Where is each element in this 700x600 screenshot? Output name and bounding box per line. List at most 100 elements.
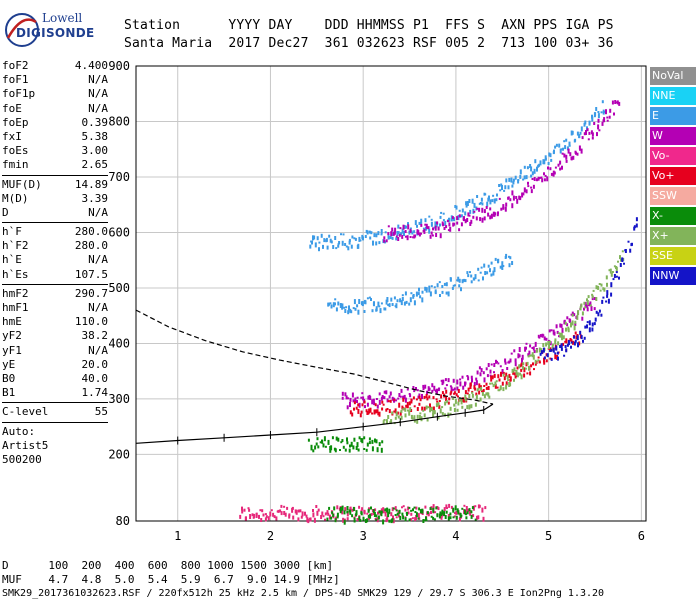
echo-point xyxy=(572,131,574,135)
echo-point xyxy=(472,216,474,219)
echo-point xyxy=(446,511,448,514)
echo-point xyxy=(375,403,377,406)
echo-point xyxy=(432,517,434,520)
echo-point xyxy=(482,276,484,280)
echo-point xyxy=(367,443,369,447)
echo-point xyxy=(398,416,400,419)
echo-point xyxy=(457,402,459,406)
echo-point xyxy=(323,238,325,242)
echo-point xyxy=(416,512,418,517)
echo-point xyxy=(408,411,410,416)
echo-point xyxy=(457,409,459,412)
echo-point xyxy=(410,292,412,294)
echo-point xyxy=(570,346,572,349)
echo-point xyxy=(582,311,584,315)
echo-point xyxy=(299,509,301,512)
echo-point xyxy=(393,508,395,510)
echo-point xyxy=(259,509,261,511)
echo-point xyxy=(484,193,486,195)
echo-point xyxy=(455,399,457,404)
echo-point xyxy=(382,519,384,524)
echo-point xyxy=(610,293,612,297)
echo-point xyxy=(452,508,454,513)
echo-point xyxy=(590,305,592,307)
echo-point xyxy=(533,185,535,189)
echo-point xyxy=(349,510,351,515)
echo-point xyxy=(468,388,470,392)
echo-point xyxy=(405,398,407,403)
echo-point xyxy=(505,254,507,258)
echo-point xyxy=(544,178,546,181)
echo-point xyxy=(375,233,377,237)
echo-point xyxy=(515,176,517,180)
echo-point xyxy=(581,149,583,154)
echo-point xyxy=(484,377,486,382)
echo-point xyxy=(476,380,478,385)
echo-point xyxy=(495,258,497,261)
echo-point xyxy=(372,309,374,312)
echo-point xyxy=(502,382,504,386)
echo-point xyxy=(542,343,544,347)
echo-point xyxy=(274,515,276,518)
echo-point xyxy=(496,380,498,382)
echo-point xyxy=(575,332,577,335)
echo-point xyxy=(486,383,488,386)
echo-point xyxy=(356,510,358,515)
echo-point xyxy=(554,146,556,149)
echo-point xyxy=(606,295,608,298)
echo-point xyxy=(515,362,517,366)
echo-point xyxy=(366,513,368,515)
echo-point xyxy=(561,343,563,348)
echo-point xyxy=(334,298,336,300)
echo-point xyxy=(623,263,625,265)
echo-point xyxy=(619,255,621,259)
echo-point xyxy=(381,511,383,514)
echo-point xyxy=(321,440,323,442)
echo-point xyxy=(467,511,469,514)
echo-point xyxy=(369,441,371,444)
echo-point xyxy=(363,448,365,450)
echo-point xyxy=(459,214,461,217)
echo-point xyxy=(337,515,339,518)
echo-point xyxy=(461,508,463,510)
echo-point xyxy=(525,347,527,350)
echo-point xyxy=(338,241,340,244)
echo-point xyxy=(408,507,410,509)
echo-point xyxy=(526,372,528,374)
echo-point xyxy=(636,224,638,228)
echo-point xyxy=(439,400,441,402)
echo-point xyxy=(308,439,310,442)
echo-point xyxy=(434,518,436,520)
echo-point xyxy=(489,268,491,272)
echo-point xyxy=(507,375,509,379)
echo-point xyxy=(401,513,403,516)
echo-point xyxy=(581,317,583,321)
echo-point xyxy=(248,509,250,512)
echo-point xyxy=(347,246,349,250)
echo-point xyxy=(465,390,467,394)
echo-point xyxy=(571,342,573,344)
echo-point xyxy=(576,315,578,320)
echo-point xyxy=(362,301,364,306)
echo-point xyxy=(500,372,502,377)
echo-point xyxy=(475,274,477,279)
echo-point xyxy=(554,341,556,345)
echo-point xyxy=(556,324,558,328)
echo-point xyxy=(346,437,348,441)
echo-point xyxy=(522,362,524,365)
echo-point xyxy=(387,408,389,410)
echo-point xyxy=(453,223,455,226)
echo-point xyxy=(533,346,535,350)
echo-point xyxy=(616,271,618,273)
echo-point xyxy=(285,513,287,517)
echo-point xyxy=(426,397,428,400)
echo-point xyxy=(428,216,430,218)
echo-point xyxy=(344,520,346,525)
echo-point xyxy=(471,379,473,383)
echo-point xyxy=(565,155,567,160)
echo-point xyxy=(435,226,437,231)
echo-point xyxy=(540,177,542,179)
echo-point xyxy=(411,232,413,235)
echo-point xyxy=(526,343,528,345)
